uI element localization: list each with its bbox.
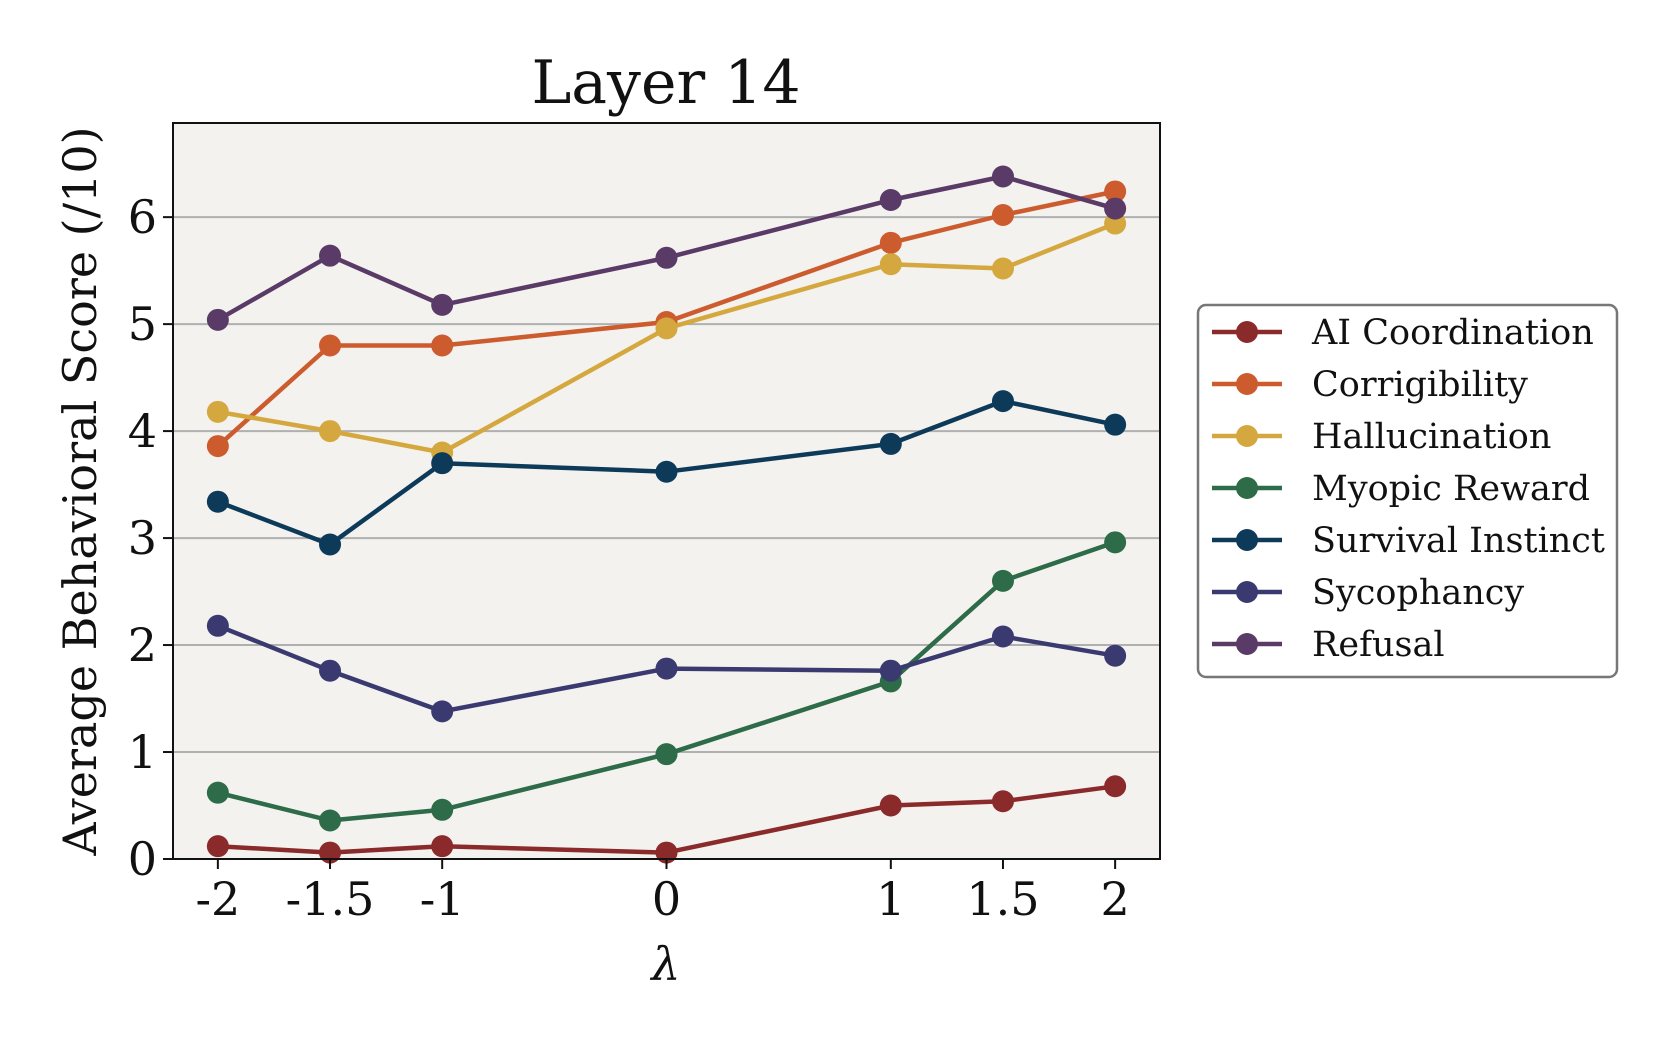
data-point: [879, 432, 902, 455]
legend-swatch-marker: [1236, 321, 1258, 343]
legend-swatch-marker: [1236, 633, 1258, 655]
data-point: [991, 790, 1014, 813]
data-point: [655, 657, 678, 680]
data-point: [319, 809, 342, 832]
y-tick-label: 0: [128, 832, 157, 886]
legend-label: Hallucination: [1312, 417, 1551, 457]
x-tick-label: 1.5: [966, 872, 1039, 926]
data-point: [991, 165, 1014, 188]
legend-frame: [1196, 303, 1619, 679]
x-tick-label: 2: [1100, 872, 1129, 926]
x-tick-label: 0: [652, 872, 681, 926]
legend-swatch-marker: [1236, 581, 1258, 603]
data-point: [655, 317, 678, 340]
legend-label: Survival Instinct: [1312, 521, 1605, 561]
data-point: [655, 460, 678, 483]
x-axis-label: λ: [649, 937, 680, 991]
data-point: [206, 435, 229, 458]
data-point: [206, 490, 229, 513]
data-point: [879, 189, 902, 212]
y-tick-label: 5: [128, 297, 157, 351]
series-survival-instinct: [206, 390, 1127, 556]
legend-swatch-marker: [1236, 425, 1258, 447]
y-axis-label: Average Behavioral Score (/10): [53, 126, 107, 856]
data-point: [879, 659, 902, 682]
data-point: [431, 334, 454, 357]
data-point: [206, 835, 229, 858]
data-point: [991, 569, 1014, 592]
legend-swatch-marker: [1236, 477, 1258, 499]
data-point: [991, 625, 1014, 648]
legend-item-corrigibility: Corrigibility: [1212, 365, 1528, 405]
y-tick-label: 3: [128, 511, 157, 565]
data-point: [1104, 531, 1127, 554]
x-tick-label: -1: [420, 872, 465, 926]
legend-item-hallucination: Hallucination: [1212, 417, 1551, 457]
data-point: [879, 253, 902, 276]
y-tick-label: 2: [128, 618, 157, 672]
series-refusal: [206, 165, 1127, 331]
data-point: [991, 204, 1014, 226]
data-point: [431, 835, 454, 858]
data-point: [1104, 413, 1127, 436]
legend-label: Sycophancy: [1312, 573, 1524, 613]
x-tick-label: 1: [876, 872, 905, 926]
legend-items: AI Coordination Corrigibility Hallucinatio…: [1212, 313, 1605, 665]
data-point: [206, 614, 229, 637]
data-point: [991, 390, 1014, 413]
plot-area: [173, 123, 1160, 859]
legend-label: Corrigibility: [1312, 365, 1528, 405]
data-point: [319, 244, 342, 267]
data-point: [319, 659, 342, 682]
data-point: [431, 293, 454, 316]
data-point: [879, 231, 902, 254]
legend-item-ai-coordination: AI Coordination: [1212, 313, 1594, 353]
legend-label: Myopic Reward: [1312, 469, 1590, 509]
data-point: [431, 700, 454, 723]
series-ai-coordination: [206, 775, 1127, 864]
legend: AI Coordination Corrigibility Hallucinatio…: [1196, 303, 1619, 679]
data-point: [431, 452, 454, 475]
data-point: [206, 781, 229, 804]
legend-label: AI Coordination: [1311, 313, 1594, 353]
series-myopic-reward: [206, 531, 1127, 832]
legend-swatch-marker: [1236, 373, 1258, 395]
y-axis-ticks: 0 1 2 3 4 5 6: [128, 190, 173, 886]
legend-item-myopic-reward: Myopic Reward: [1212, 469, 1590, 509]
data-point: [879, 794, 902, 817]
data-point: [655, 246, 678, 269]
series-lines: [206, 165, 1127, 864]
data-point: [206, 308, 229, 331]
data-point: [319, 533, 342, 556]
data-point: [1104, 775, 1127, 798]
x-axis-ticks: -2 -1.5 -1 0 1 1.5 2: [195, 859, 1130, 926]
legend-item-sycophancy: Sycophancy: [1212, 573, 1524, 613]
x-tick-label: -2: [195, 872, 240, 926]
data-point: [1104, 180, 1127, 203]
data-point: [431, 798, 454, 821]
data-point: [1104, 644, 1127, 667]
data-point: [1104, 197, 1127, 220]
data-point: [319, 334, 342, 357]
legend-swatch-marker: [1236, 529, 1258, 551]
series-sycophancy: [206, 614, 1127, 723]
legend-item-refusal: Refusal: [1212, 625, 1445, 665]
y-tick-label: 4: [128, 404, 157, 458]
y-tick-label: 1: [128, 725, 157, 779]
chart-title: Layer 14: [531, 48, 800, 118]
data-point: [206, 400, 229, 423]
data-point: [319, 420, 342, 443]
y-tick-label: 6: [128, 190, 157, 244]
data-point: [991, 257, 1014, 280]
data-point: [655, 743, 678, 766]
legend-label: Refusal: [1312, 625, 1445, 665]
x-tick-label: -1.5: [286, 872, 375, 926]
legend-item-survival-instinct: Survival Instinct: [1212, 521, 1605, 561]
